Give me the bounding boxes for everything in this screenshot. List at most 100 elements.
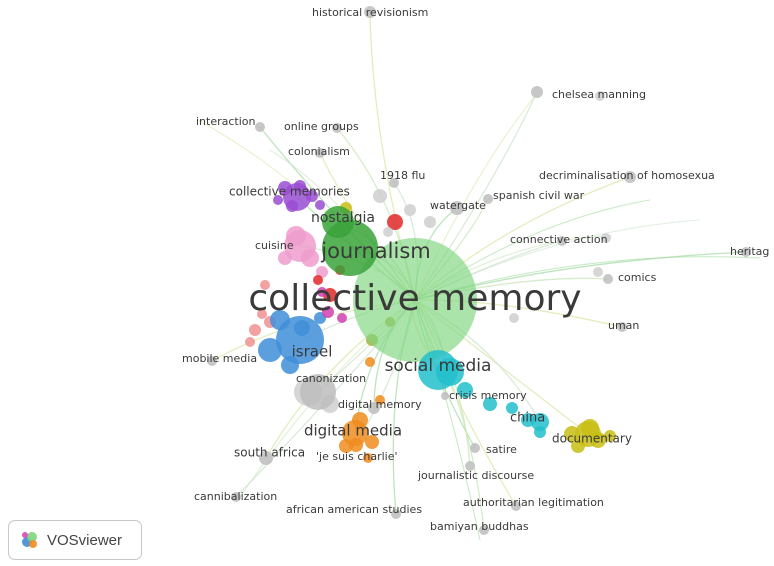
node-digital-memory[interactable]: [368, 402, 380, 414]
node-journalistic-discourse[interactable]: [465, 461, 475, 471]
node-magenta-2[interactable]: [317, 287, 327, 297]
label-crisis-memory[interactable]: crisis memory: [449, 389, 527, 402]
label-canonization[interactable]: canonization: [296, 372, 366, 385]
label-je-suis-charlie[interactable]: 'je suis charlie': [316, 450, 398, 463]
label-social-media[interactable]: social media: [385, 356, 492, 376]
node-nostalgia[interactable]: [322, 206, 354, 238]
node-colonialism[interactable]: [315, 148, 325, 158]
label-1918-flu[interactable]: 1918 flu: [380, 169, 425, 182]
label-satire[interactable]: satire: [486, 443, 517, 456]
node-interaction[interactable]: [255, 122, 265, 132]
label-israel[interactable]: israel: [292, 343, 333, 361]
label-connective-action[interactable]: connective action: [510, 233, 608, 246]
node-digital-media[interactable]: [342, 420, 368, 446]
node-salmon-4[interactable]: [260, 280, 270, 290]
label-uman[interactable]: uman: [608, 319, 639, 332]
node-israel[interactable]: [276, 316, 324, 364]
node-je-suis-charlie[interactable]: [349, 438, 363, 452]
node-cuisine[interactable]: [284, 230, 316, 262]
node-online-groups[interactable]: [332, 123, 342, 133]
node-cyan-1[interactable]: [457, 382, 473, 398]
node-authoritarian-legitimation[interactable]: [511, 501, 521, 511]
node-uman[interactable]: [617, 322, 627, 332]
node-red-2[interactable]: [313, 275, 323, 285]
label-historical-revisionism[interactable]: historical revisionism: [312, 6, 428, 19]
node-cannibalization[interactable]: [231, 492, 241, 502]
label-journalism[interactable]: journalism: [320, 239, 431, 263]
node-orange-1[interactable]: [365, 435, 379, 449]
label-spanish-civil-war[interactable]: spanish civil war: [493, 189, 585, 202]
label-watergate[interactable]: watergate: [430, 199, 486, 212]
node-satire[interactable]: [470, 443, 480, 453]
node-lightgrey-7[interactable]: [509, 313, 519, 323]
node-orange-4[interactable]: [375, 395, 385, 405]
label-nostalgia[interactable]: nostalgia: [311, 210, 375, 226]
node-salmon-3[interactable]: [245, 337, 255, 347]
node-red-0[interactable]: [387, 214, 403, 230]
node-cyan-2[interactable]: [483, 397, 497, 411]
node-canonization[interactable]: [300, 374, 336, 410]
label-journalistic-discourse[interactable]: journalistic discourse: [417, 469, 534, 482]
node-layer: [207, 6, 751, 535]
label-south-africa[interactable]: south africa: [234, 446, 305, 460]
label-documentary[interactable]: documentary: [552, 432, 632, 446]
node-lightgrey-4[interactable]: [383, 227, 393, 237]
node-lightgrey-2[interactable]: [373, 189, 387, 203]
node-connective-action[interactable]: [557, 236, 567, 246]
label-decriminalisation-of-homosexua[interactable]: decriminalisation of homosexua: [539, 169, 715, 182]
node-spanish-civil-war[interactable]: [483, 194, 493, 204]
label-comics[interactable]: comics: [618, 271, 657, 284]
node-historical-revisionism[interactable]: [364, 6, 376, 18]
node-lightgrey-5[interactable]: [424, 216, 436, 228]
node-orange-3[interactable]: [363, 453, 373, 463]
node-documentary[interactable]: [575, 421, 601, 447]
node-cyan-3[interactable]: [506, 402, 518, 414]
label-china[interactable]: china: [510, 411, 545, 426]
node-salmon-0[interactable]: [249, 324, 261, 336]
label-collective-memory[interactable]: collective memory: [248, 278, 581, 319]
node-decriminalisation-of-homosexua[interactable]: [624, 171, 636, 183]
node-south-africa[interactable]: [259, 451, 273, 465]
node-mobile-media[interactable]: [207, 356, 217, 366]
label-interaction[interactable]: interaction: [196, 115, 256, 128]
node-pink-3[interactable]: [316, 266, 328, 278]
node-magenta-1[interactable]: [337, 313, 347, 323]
label-mobile-media[interactable]: mobile media: [182, 352, 257, 365]
label-collective-memories[interactable]: collective memories: [229, 185, 350, 199]
label-colonialism[interactable]: colonialism: [288, 145, 350, 158]
node-salmon-2[interactable]: [257, 309, 267, 319]
node-purple-5[interactable]: [273, 195, 283, 205]
node-china[interactable]: [531, 413, 549, 431]
node-lightgrey-3[interactable]: [404, 204, 416, 216]
label-online-groups[interactable]: online groups: [284, 120, 359, 133]
node-watergate[interactable]: [450, 201, 464, 215]
label-african-american-studies[interactable]: african american studies: [286, 503, 422, 516]
node-bamiyan-buddhas[interactable]: [479, 525, 489, 535]
node-purple-4[interactable]: [315, 200, 325, 210]
node-yellow-4[interactable]: [604, 430, 616, 442]
label-authoritarian-legitimation[interactable]: authoritarian legitimation: [463, 496, 604, 509]
label-digital-memory[interactable]: digital memory: [338, 398, 422, 411]
node-collective-memory[interactable]: [353, 238, 477, 362]
label-bamiyan-buddhas[interactable]: bamiyan buddhas: [430, 520, 529, 533]
node-heritag[interactable]: [741, 247, 751, 257]
node-magenta-0[interactable]: [322, 306, 334, 318]
node-social-media[interactable]: [418, 350, 458, 390]
node-african-american-studies[interactable]: [391, 509, 401, 519]
label-heritag[interactable]: heritag: [730, 245, 769, 258]
label-chelsea-manning[interactable]: chelsea manning: [552, 88, 646, 101]
node-1918-flu[interactable]: [389, 178, 399, 188]
node-comics[interactable]: [603, 274, 613, 284]
node-blue-1[interactable]: [258, 338, 282, 362]
label-cannibalization[interactable]: cannibalization: [194, 490, 277, 503]
node-crisis-memory[interactable]: [441, 392, 449, 400]
label-cuisine[interactable]: cuisine: [255, 239, 294, 252]
node-orange-5[interactable]: [365, 357, 375, 367]
node-lightgrey-6[interactable]: [593, 267, 603, 277]
label-digital-media[interactable]: digital media: [304, 422, 402, 440]
node-chelsea-manning[interactable]: [531, 86, 543, 98]
node-lightgrey-9[interactable]: [595, 91, 605, 101]
node-collective-memories[interactable]: [283, 183, 311, 211]
node-lightgrey-8[interactable]: [601, 233, 611, 243]
